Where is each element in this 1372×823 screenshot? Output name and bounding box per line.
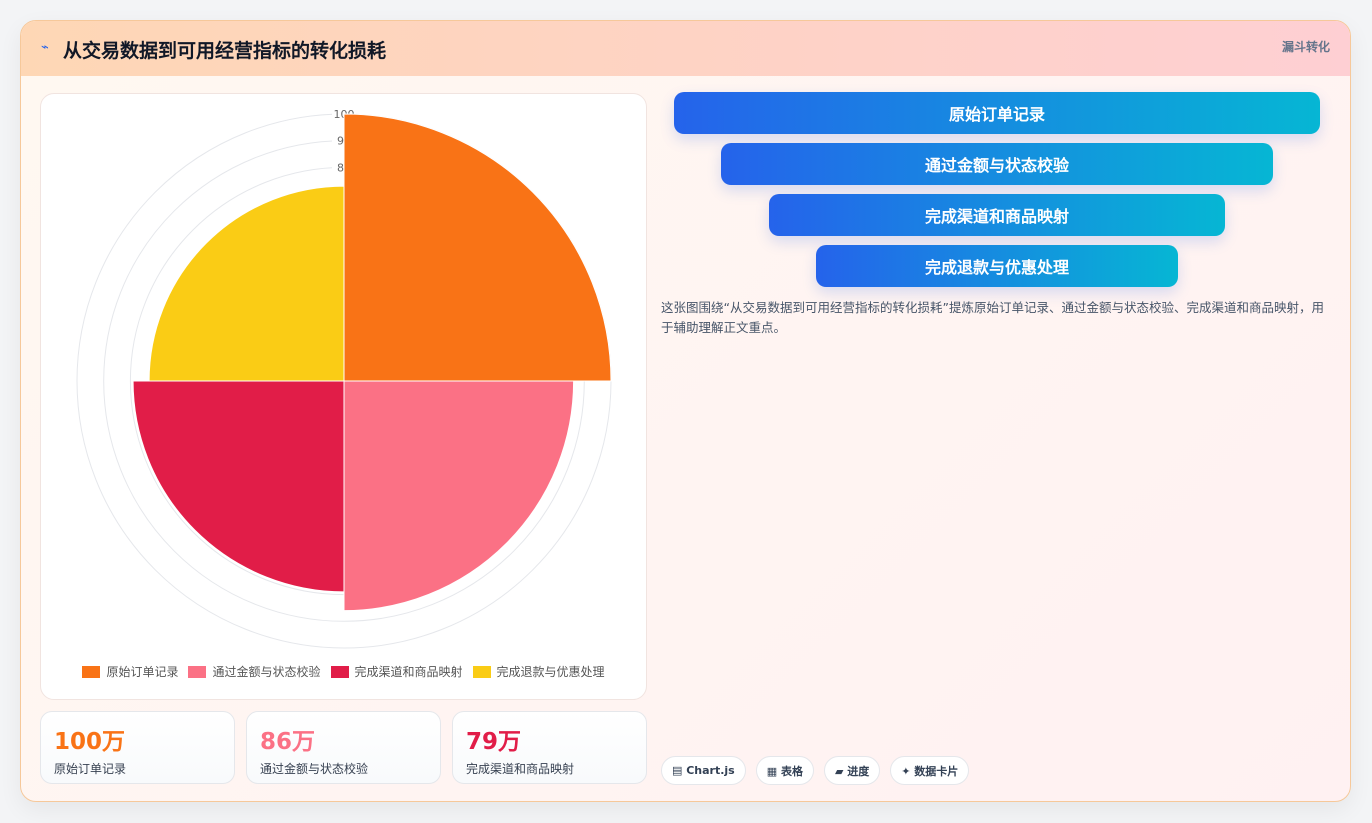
tag[interactable]: ▤ Chart.js xyxy=(661,756,746,785)
header-icon: ⌁ xyxy=(41,40,49,55)
funnel-step: 完成退款与优惠处理 xyxy=(816,245,1178,287)
stat-label: 通过金额与状态校验 xyxy=(260,762,369,776)
legend-label: 完成退款与优惠处理 xyxy=(496,665,605,679)
segment xyxy=(132,380,345,593)
funnel-step: 完成渠道和商品映射 xyxy=(769,194,1225,236)
badge: 漏斗转化 xyxy=(1281,40,1330,54)
stat-value: 79万 xyxy=(466,729,522,755)
legend-item[interactable]: 通过金额与状态校验 xyxy=(188,663,321,680)
legend-swatch xyxy=(188,665,207,678)
title: 从交易数据到可用经营指标的转化损耗 xyxy=(63,40,387,62)
stat-value: 86万 xyxy=(260,729,316,755)
tag[interactable]: ▦ 表格 xyxy=(755,756,814,785)
header: ⌁ 从交易数据到可用经营指标的转化损耗 漏斗转化 xyxy=(21,21,1350,76)
legend: 原始订单记录 通过金额与状态校验 完成渠道和商品映射 完成退款与优惠处理 xyxy=(41,663,646,680)
stat-card: 79万完成渠道和商品映射 xyxy=(452,711,647,784)
tag[interactable]: ▰ 进度 xyxy=(823,756,881,785)
legend-swatch xyxy=(472,665,491,678)
legend-label: 完成渠道和商品映射 xyxy=(354,665,463,679)
segment xyxy=(148,185,345,382)
tag[interactable]: ✦ 数据卡片 xyxy=(890,756,970,785)
legend-label: 通过金额与状态校验 xyxy=(212,665,321,679)
stat-label: 原始订单记录 xyxy=(54,762,127,776)
legend-label: 原始订单记录 xyxy=(106,665,179,679)
stat-card: 86万通过金额与状态校验 xyxy=(246,711,441,784)
stat-value: 100万 xyxy=(54,729,126,755)
tags: ▤ Chart.js ▦ 表格 ▰ 进度 ✦ 数据卡片 xyxy=(661,756,970,785)
chart-panel: 0102030405060708090100 原始订单记录 通过金额与状态校验 完成… xyxy=(40,93,647,700)
stat-card: 100万原始订单记录 xyxy=(40,711,235,784)
legend-item[interactable]: 完成退款与优惠处理 xyxy=(472,663,605,680)
chart: 0102030405060708090100 xyxy=(76,107,612,649)
legend-item[interactable]: 完成渠道和商品映射 xyxy=(330,663,463,680)
card: ⌁ 从交易数据到可用经营指标的转化损耗 漏斗转化 010203040506070… xyxy=(20,20,1351,802)
legend-item[interactable]: 原始订单记录 xyxy=(82,663,178,680)
segment xyxy=(343,113,612,382)
funnel-step: 通过金额与状态校验 xyxy=(721,143,1273,185)
segment xyxy=(343,380,575,612)
legend-swatch xyxy=(330,665,349,678)
stat-label: 完成渠道和商品映射 xyxy=(466,762,575,776)
legend-swatch xyxy=(82,665,101,678)
description: 这张图围绕“从交易数据到可用经营指标的转化损耗”提炼原始订单记录、通过金额与状态… xyxy=(661,300,1324,335)
funnel-step: 原始订单记录 xyxy=(674,92,1320,134)
